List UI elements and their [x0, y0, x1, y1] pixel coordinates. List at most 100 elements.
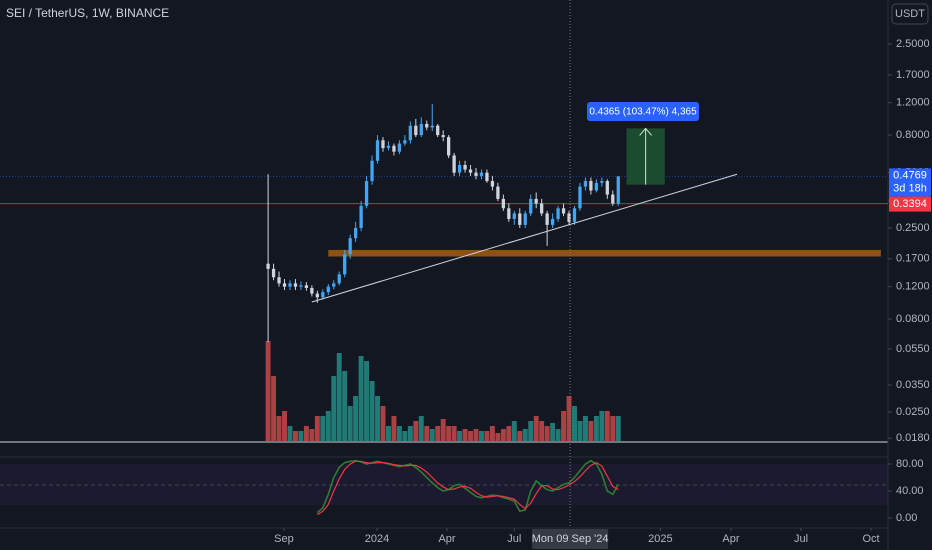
candle-body	[425, 123, 429, 128]
osc-tick-label: 40.00	[896, 485, 924, 497]
volume-bar	[506, 426, 512, 441]
volume-bar	[331, 376, 337, 441]
candle-body	[403, 140, 407, 144]
candle-body	[512, 213, 516, 219]
currency-label[interactable]: USDT	[895, 8, 925, 20]
volume-bar	[495, 433, 501, 441]
candle-body	[529, 198, 533, 214]
y-tick-label: 0.1700	[896, 253, 930, 265]
candle-body	[496, 186, 500, 199]
price-line-tag	[889, 196, 931, 212]
x-tick-label: Sep	[274, 533, 294, 545]
y-tick-label: 0.0550	[896, 343, 930, 355]
chart-title: SEI / TetherUS, 1W, BINANCE	[6, 6, 169, 20]
volume-bar	[314, 416, 320, 441]
volume-bar	[517, 431, 523, 441]
candle-body	[343, 254, 347, 275]
volume-bar	[358, 356, 364, 441]
volume-bar	[539, 421, 545, 441]
osc-tick-label: 0.00	[896, 512, 917, 524]
volume-bar	[391, 416, 397, 441]
x-tick-label: 2025	[648, 533, 672, 545]
trendline	[311, 173, 738, 303]
volume-bar	[303, 426, 309, 441]
candle-body	[457, 165, 462, 173]
volume-bar	[473, 429, 479, 441]
y-tick-label: 0.0180	[896, 432, 930, 444]
x-tick-label: Apr	[722, 533, 739, 545]
volume-bar	[446, 426, 452, 441]
measure-label-bg	[587, 102, 699, 121]
candle-body	[315, 293, 319, 298]
volume-bar	[440, 419, 446, 441]
last-price-label: 0.4769	[893, 169, 927, 181]
candle-body	[326, 286, 330, 293]
x-tick-label: Apr	[438, 533, 455, 545]
volume-bar	[353, 396, 359, 441]
candle-body	[534, 198, 538, 204]
volume-bar	[533, 416, 539, 441]
volume-bar	[582, 416, 588, 441]
volume-bar	[462, 429, 468, 441]
candle-body	[293, 283, 298, 287]
candle-body	[550, 218, 555, 225]
candle-body	[583, 181, 588, 187]
candle-body	[545, 213, 549, 225]
candle-body	[381, 140, 385, 149]
zone	[328, 249, 881, 257]
oscillator-line	[316, 459, 619, 514]
candle-body	[447, 137, 451, 156]
last-price-tag	[889, 168, 931, 197]
candle-body	[463, 165, 467, 170]
y-tick-label: 0.0250	[896, 406, 930, 418]
candle-body	[507, 208, 511, 219]
volume-bar	[572, 406, 577, 441]
volume-bar	[593, 416, 599, 441]
candle-body	[616, 176, 620, 204]
candle-body	[337, 274, 341, 284]
currency-button[interactable]	[891, 3, 929, 25]
candle-body	[561, 208, 566, 214]
candle-body	[348, 238, 352, 255]
volume-bar	[484, 431, 490, 441]
candle-body	[441, 135, 445, 138]
volume-bar	[500, 429, 506, 441]
candle-body	[271, 268, 276, 278]
volume-bar	[325, 411, 331, 441]
x-tick-label: Jul	[794, 533, 808, 545]
volume-bar	[599, 411, 605, 441]
price-line-label: 0.3394	[893, 198, 927, 210]
candle-body	[392, 145, 396, 152]
x-tick-label: 2024	[365, 533, 389, 545]
volume-bar	[320, 416, 326, 441]
volume-bar	[369, 381, 375, 441]
candle-body	[266, 263, 270, 269]
volume-bar	[429, 429, 435, 441]
candle-body	[589, 181, 593, 191]
candle-body	[408, 125, 412, 141]
measure-label: 0.4365 (103.47%) 4,365	[589, 107, 697, 118]
volume-bar	[418, 416, 424, 441]
measure-arrow-head	[639, 127, 652, 136]
volume-bar	[407, 426, 413, 441]
volume-bar	[528, 421, 534, 441]
volume-bar	[511, 421, 517, 441]
volume-bar	[555, 429, 561, 441]
volume-bar	[342, 371, 348, 441]
candle-body	[353, 228, 358, 239]
candle-body	[501, 198, 506, 209]
candle-body	[299, 285, 303, 287]
candle-body	[419, 123, 423, 136]
volume-bar	[479, 431, 484, 441]
candle-body	[518, 213, 522, 225]
candle-body	[430, 125, 434, 128]
candle-body	[282, 283, 287, 287]
volume-bar	[276, 416, 282, 441]
candle-body	[397, 143, 402, 152]
crosshair-label-bg	[532, 529, 609, 549]
volume-bar	[588, 421, 594, 441]
volume-bar	[375, 396, 380, 441]
y-tick-label: 0.0350	[896, 379, 930, 391]
